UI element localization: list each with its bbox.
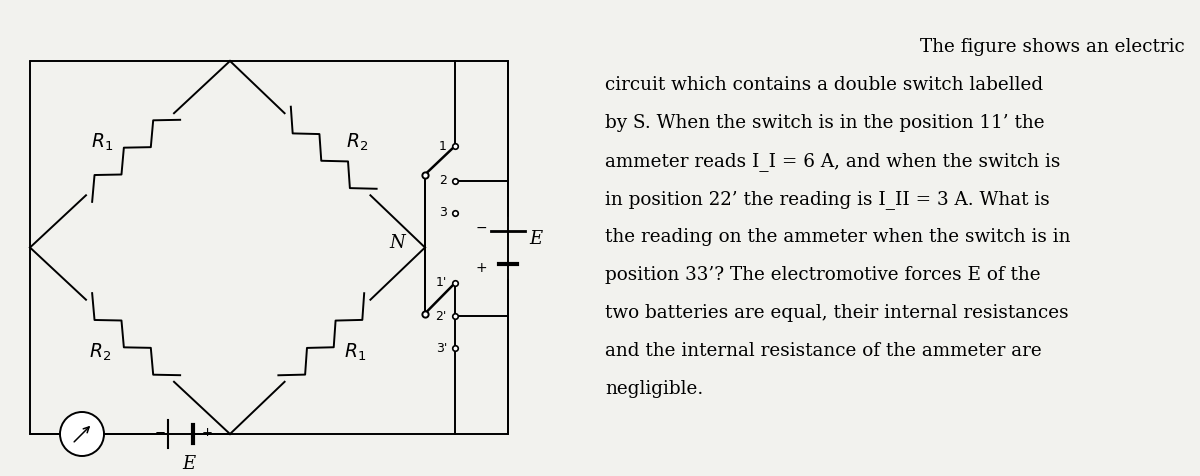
Text: 3': 3'	[436, 341, 446, 355]
Text: $R_2$: $R_2$	[347, 131, 368, 153]
Text: negligible.: negligible.	[605, 380, 703, 398]
Text: $R_2$: $R_2$	[89, 342, 112, 363]
Text: −: −	[475, 220, 487, 235]
Text: E: E	[182, 455, 196, 473]
Text: 2': 2'	[436, 309, 446, 323]
Text: the reading on the ammeter when the switch is in: the reading on the ammeter when the swit…	[605, 228, 1070, 246]
Text: +: +	[202, 426, 212, 439]
Text: in position 22’ the reading is I_II = 3 A. What is: in position 22’ the reading is I_II = 3 …	[605, 190, 1050, 209]
Text: position 33’? The electromotive forces E of the: position 33’? The electromotive forces E…	[605, 266, 1040, 284]
Text: $R_1$: $R_1$	[344, 342, 366, 363]
Text: 2: 2	[439, 175, 446, 188]
Text: N: N	[389, 234, 404, 251]
Text: $R_1$: $R_1$	[91, 131, 113, 153]
Text: The figure shows an electric: The figure shows an electric	[920, 38, 1186, 56]
Text: and the internal resistance of the ammeter are: and the internal resistance of the ammet…	[605, 342, 1042, 360]
Text: E: E	[529, 230, 542, 248]
Text: ammeter reads I_I = 6 A, and when the switch is: ammeter reads I_I = 6 A, and when the sw…	[605, 152, 1061, 171]
Text: 1: 1	[439, 139, 446, 152]
Text: 3: 3	[439, 207, 446, 219]
Text: circuit which contains a double switch labelled: circuit which contains a double switch l…	[605, 76, 1043, 94]
Text: −: −	[155, 426, 166, 439]
Text: 1': 1'	[436, 277, 446, 289]
Text: +: +	[475, 260, 487, 275]
Circle shape	[60, 412, 104, 456]
Text: by S. When the switch is in the position 11’ the: by S. When the switch is in the position…	[605, 114, 1045, 132]
Text: two batteries are equal, their internal resistances: two batteries are equal, their internal …	[605, 304, 1069, 322]
